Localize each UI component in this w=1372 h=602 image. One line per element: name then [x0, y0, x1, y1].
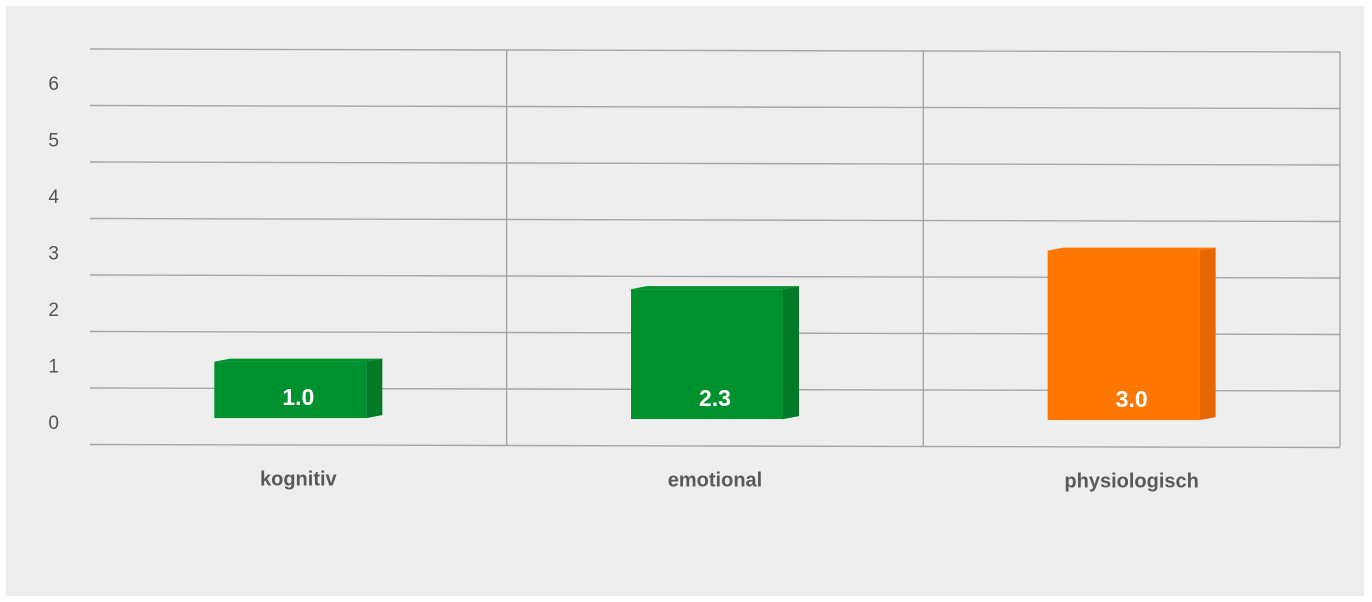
bar-value-label: 3.0 [1116, 386, 1148, 412]
bar-side [783, 286, 799, 420]
x-category-label: physiologisch [1064, 471, 1198, 493]
bar [1047, 250, 1200, 421]
y-tick-label: 6 [48, 74, 59, 95]
bar-top [1047, 247, 1216, 251]
x-category-label: emotional [668, 470, 762, 492]
bar [214, 361, 367, 419]
bar-side [366, 358, 383, 419]
bar-value-label: 1.0 [282, 384, 314, 410]
x-axis-line [89, 443, 1341, 449]
y-tick-label: 5 [48, 131, 59, 152]
y-tick-label: 1 [48, 357, 59, 378]
x-category-label: kognitiv [260, 469, 338, 491]
y-tick-label: 0 [48, 413, 59, 434]
gridline [89, 161, 1341, 166]
bar-value-label: 2.3 [699, 385, 731, 411]
bar-top [631, 286, 799, 290]
y-tick-label: 4 [48, 187, 59, 208]
gridline [89, 48, 1341, 53]
gridline [89, 104, 1341, 110]
bar-side [1199, 247, 1216, 421]
y-tick-label: 3 [48, 244, 59, 265]
y-tick-label: 2 [48, 300, 59, 321]
bar [631, 289, 783, 420]
gridline [89, 217, 1341, 223]
bar-top [214, 358, 383, 362]
